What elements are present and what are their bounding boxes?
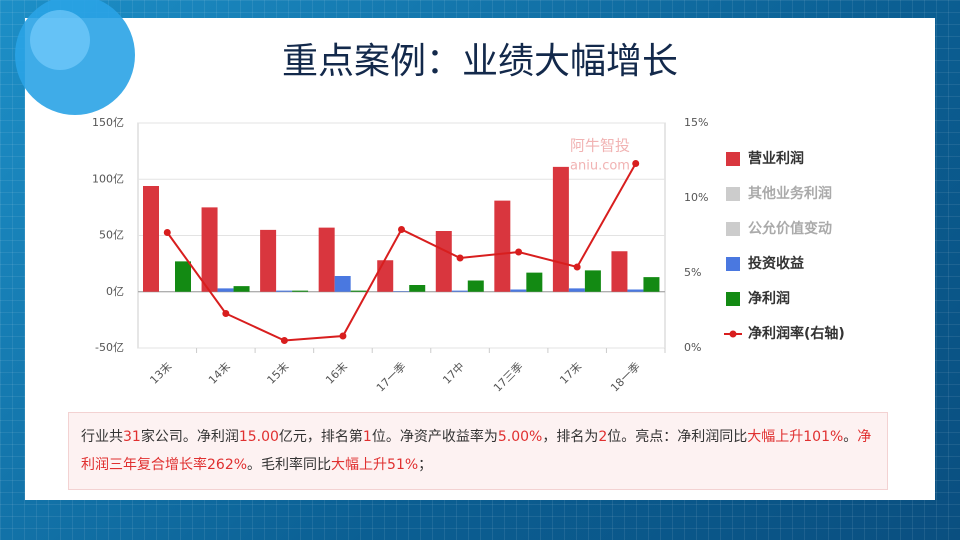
line-point bbox=[222, 310, 230, 317]
summary-text: 。毛利率同比 bbox=[247, 457, 332, 473]
bar bbox=[276, 290, 293, 292]
y2-tick-label: 0% bbox=[684, 341, 701, 354]
legend-label: 公允价值变动 bbox=[748, 220, 832, 237]
summary-text: 5.00% bbox=[497, 429, 543, 445]
bar bbox=[350, 290, 367, 292]
bar bbox=[627, 289, 644, 292]
bar bbox=[643, 277, 660, 292]
summary-text: 15.00 bbox=[238, 429, 279, 445]
bar bbox=[393, 291, 410, 292]
bar bbox=[510, 289, 527, 292]
bar bbox=[201, 207, 218, 292]
x-tick-label: 14末 bbox=[205, 359, 233, 387]
y-tick-label: 150亿 bbox=[92, 116, 124, 129]
bar bbox=[217, 288, 234, 292]
legend-label: 净利润率(右轴) bbox=[748, 325, 845, 342]
legend-label: 投资收益 bbox=[748, 255, 804, 272]
bar bbox=[494, 200, 511, 292]
y2-tick-label: 15% bbox=[684, 116, 708, 129]
line-point bbox=[280, 337, 288, 344]
bar bbox=[377, 260, 394, 292]
legend-swatch bbox=[726, 222, 740, 236]
bar bbox=[260, 229, 277, 292]
summary-text: ，排名为 bbox=[542, 429, 599, 445]
legend-swatch bbox=[726, 257, 740, 271]
summary-text: 2 bbox=[598, 429, 608, 445]
legend-dot bbox=[729, 330, 737, 338]
bar bbox=[409, 285, 426, 292]
x-tick-label: 17末 bbox=[557, 359, 585, 387]
x-tick-label: 16末 bbox=[322, 359, 350, 387]
line-point bbox=[573, 263, 581, 271]
watermark: 阿牛智投 bbox=[570, 137, 630, 155]
summary-text: 位。净资产收益率为 bbox=[371, 429, 498, 445]
y2-tick-label: 5% bbox=[684, 266, 701, 279]
summary-text: 1 bbox=[362, 429, 372, 445]
y2-tick-label: 10% bbox=[684, 191, 708, 204]
summary-text: ； bbox=[418, 457, 433, 473]
summary-text: 行业共 bbox=[81, 429, 123, 445]
legend-swatch bbox=[726, 187, 740, 201]
legend-swatch bbox=[726, 152, 740, 166]
bar bbox=[467, 280, 484, 292]
y-tick-label: -50亿 bbox=[95, 341, 124, 354]
bar bbox=[611, 251, 628, 292]
bar bbox=[292, 290, 309, 292]
legend-label: 净利润 bbox=[748, 290, 790, 307]
watermark: aniu.com bbox=[570, 159, 630, 174]
summary-text: 净利润三年复合增长率262% bbox=[81, 429, 872, 473]
bar bbox=[175, 261, 191, 292]
legend-label: 其他业务利润 bbox=[748, 185, 832, 202]
y-tick-label: 0亿 bbox=[106, 285, 124, 298]
bar bbox=[233, 286, 250, 292]
summary-text: 大幅上升101% bbox=[747, 429, 844, 445]
line-point bbox=[632, 160, 640, 167]
bar bbox=[568, 288, 585, 292]
line-point bbox=[163, 229, 171, 236]
x-tick-label: 15末 bbox=[264, 359, 292, 387]
bar bbox=[451, 290, 468, 292]
x-tick-label: 13末 bbox=[147, 359, 175, 387]
x-tick-label: 17一季 bbox=[374, 360, 409, 395]
y-tick-label: 50亿 bbox=[99, 229, 124, 242]
line-point bbox=[398, 226, 405, 233]
bar bbox=[435, 231, 452, 292]
bar bbox=[552, 166, 569, 292]
summary-text: 亿元，排名第 bbox=[278, 429, 363, 445]
legend-label: 营业利润 bbox=[748, 150, 804, 167]
summary-text: 家公司。净利润 bbox=[140, 429, 239, 445]
x-tick-label: 17三季 bbox=[491, 360, 526, 395]
y-tick-label: 100亿 bbox=[92, 172, 124, 185]
bar bbox=[334, 276, 351, 292]
x-tick-label: 17中 bbox=[440, 360, 467, 387]
bar bbox=[526, 272, 543, 292]
bar bbox=[584, 270, 601, 292]
slide-title: 重点案例：业绩大幅增长 bbox=[281, 41, 678, 82]
summary-text: 31 bbox=[123, 429, 141, 445]
summary-text: 大幅上升51% bbox=[331, 457, 419, 473]
legend-swatch bbox=[726, 292, 740, 306]
summary-text: 位。亮点：净利润同比 bbox=[607, 429, 748, 445]
x-tick-label: 18一季 bbox=[608, 360, 643, 395]
line-point bbox=[515, 248, 523, 256]
line-point bbox=[339, 332, 347, 340]
globe-decoration bbox=[15, 0, 135, 115]
summary-box: 行业共31家公司。净利润15.00亿元，排名第1位。净资产收益率为5.00%，排… bbox=[68, 412, 888, 490]
line-point bbox=[456, 254, 464, 262]
summary-text: 。 bbox=[843, 429, 858, 445]
bar bbox=[143, 186, 159, 292]
bar bbox=[318, 227, 335, 292]
